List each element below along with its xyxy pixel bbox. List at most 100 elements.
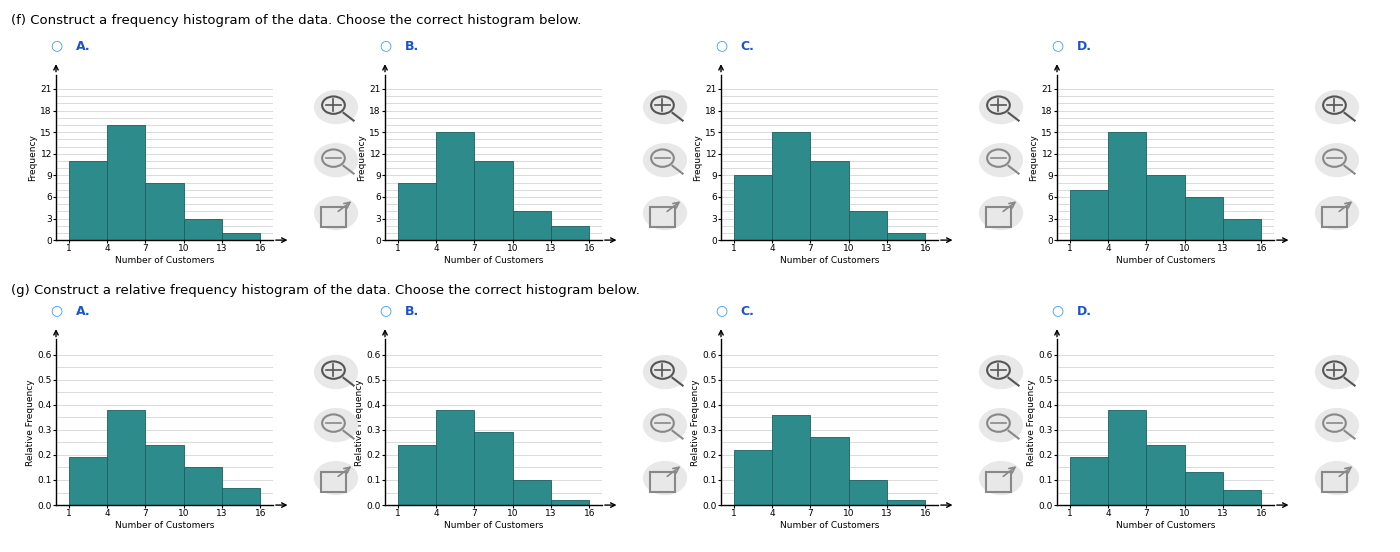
Circle shape xyxy=(315,408,357,442)
Bar xyxy=(1147,445,1184,505)
Bar xyxy=(771,415,811,505)
Bar xyxy=(811,437,848,505)
Text: B.: B. xyxy=(405,305,419,319)
Bar xyxy=(1184,197,1224,240)
Text: A.: A. xyxy=(76,305,90,319)
Bar xyxy=(475,161,512,240)
Circle shape xyxy=(980,461,1022,495)
Circle shape xyxy=(980,197,1022,230)
Circle shape xyxy=(1316,197,1358,230)
Text: D.: D. xyxy=(1077,40,1092,54)
X-axis label: Number of Customers: Number of Customers xyxy=(780,521,879,530)
Bar xyxy=(986,472,1011,491)
Circle shape xyxy=(1316,408,1358,442)
Circle shape xyxy=(1316,144,1358,177)
Circle shape xyxy=(644,461,686,495)
Bar xyxy=(223,233,260,240)
Circle shape xyxy=(1316,91,1358,124)
Bar xyxy=(650,472,675,491)
Bar xyxy=(1224,490,1261,505)
Bar xyxy=(888,233,925,240)
Text: ○: ○ xyxy=(50,304,63,317)
Bar xyxy=(734,176,771,240)
Text: (f) Construct a frequency histogram of the data. Choose the correct histogram be: (f) Construct a frequency histogram of t… xyxy=(11,14,581,27)
Bar xyxy=(650,208,675,226)
Text: ○: ○ xyxy=(379,39,392,52)
Text: C.: C. xyxy=(741,305,755,319)
X-axis label: Number of Customers: Number of Customers xyxy=(444,521,543,530)
Bar xyxy=(475,432,512,505)
Circle shape xyxy=(315,355,357,389)
Bar xyxy=(1107,132,1147,240)
Y-axis label: Frequency: Frequency xyxy=(28,134,38,181)
Bar xyxy=(552,500,589,505)
Bar xyxy=(1224,219,1261,240)
Bar xyxy=(848,480,888,505)
Circle shape xyxy=(315,144,357,177)
Bar xyxy=(146,183,183,240)
Bar xyxy=(1322,208,1347,226)
Bar xyxy=(734,450,771,505)
Bar xyxy=(106,410,146,505)
Text: ○: ○ xyxy=(1051,304,1064,317)
Text: (g) Construct a relative frequency histogram of the data. Choose the correct his: (g) Construct a relative frequency histo… xyxy=(11,284,640,298)
Bar xyxy=(321,472,346,491)
Bar xyxy=(435,410,475,505)
Bar xyxy=(1184,473,1224,505)
Circle shape xyxy=(315,91,357,124)
Circle shape xyxy=(980,144,1022,177)
Bar xyxy=(771,132,811,240)
Circle shape xyxy=(980,91,1022,124)
Text: A.: A. xyxy=(76,40,90,54)
Bar xyxy=(106,125,146,240)
Bar xyxy=(435,132,475,240)
Y-axis label: Relative Frequency: Relative Frequency xyxy=(690,379,700,465)
Circle shape xyxy=(315,197,357,230)
Text: B.: B. xyxy=(405,40,419,54)
Y-axis label: Frequency: Frequency xyxy=(357,134,367,181)
Y-axis label: Relative Frequency: Relative Frequency xyxy=(25,379,35,465)
Text: C.: C. xyxy=(741,40,755,54)
Text: ○: ○ xyxy=(715,304,728,317)
Text: ○: ○ xyxy=(715,39,728,52)
X-axis label: Number of Customers: Number of Customers xyxy=(1116,521,1215,530)
Y-axis label: Relative Frequency: Relative Frequency xyxy=(1026,379,1036,465)
Bar xyxy=(69,161,106,240)
Bar xyxy=(552,226,589,240)
Bar xyxy=(398,183,435,240)
Circle shape xyxy=(644,355,686,389)
Circle shape xyxy=(315,461,357,495)
X-axis label: Number of Customers: Number of Customers xyxy=(444,256,543,265)
Bar xyxy=(183,468,223,505)
Circle shape xyxy=(980,408,1022,442)
Bar xyxy=(1322,472,1347,491)
Bar xyxy=(321,208,346,226)
Bar xyxy=(69,458,106,505)
Circle shape xyxy=(644,91,686,124)
Circle shape xyxy=(644,197,686,230)
Bar xyxy=(1070,458,1107,505)
X-axis label: Number of Customers: Number of Customers xyxy=(115,256,214,265)
Bar xyxy=(1147,176,1184,240)
Bar xyxy=(1107,410,1147,505)
Bar xyxy=(146,445,183,505)
Bar xyxy=(1070,190,1107,240)
Bar xyxy=(888,500,925,505)
Text: ○: ○ xyxy=(379,304,392,317)
Bar xyxy=(512,480,552,505)
Circle shape xyxy=(644,144,686,177)
X-axis label: Number of Customers: Number of Customers xyxy=(780,256,879,265)
Text: D.: D. xyxy=(1077,305,1092,319)
X-axis label: Number of Customers: Number of Customers xyxy=(1116,256,1215,265)
Text: ○: ○ xyxy=(50,39,63,52)
Bar xyxy=(848,211,888,240)
Y-axis label: Relative Frequency: Relative Frequency xyxy=(354,379,364,465)
X-axis label: Number of Customers: Number of Customers xyxy=(115,521,214,530)
Circle shape xyxy=(1316,355,1358,389)
Y-axis label: Frequency: Frequency xyxy=(1029,134,1039,181)
Bar xyxy=(183,219,223,240)
Bar xyxy=(512,211,552,240)
Circle shape xyxy=(980,355,1022,389)
Y-axis label: Frequency: Frequency xyxy=(693,134,703,181)
Text: ○: ○ xyxy=(1051,39,1064,52)
